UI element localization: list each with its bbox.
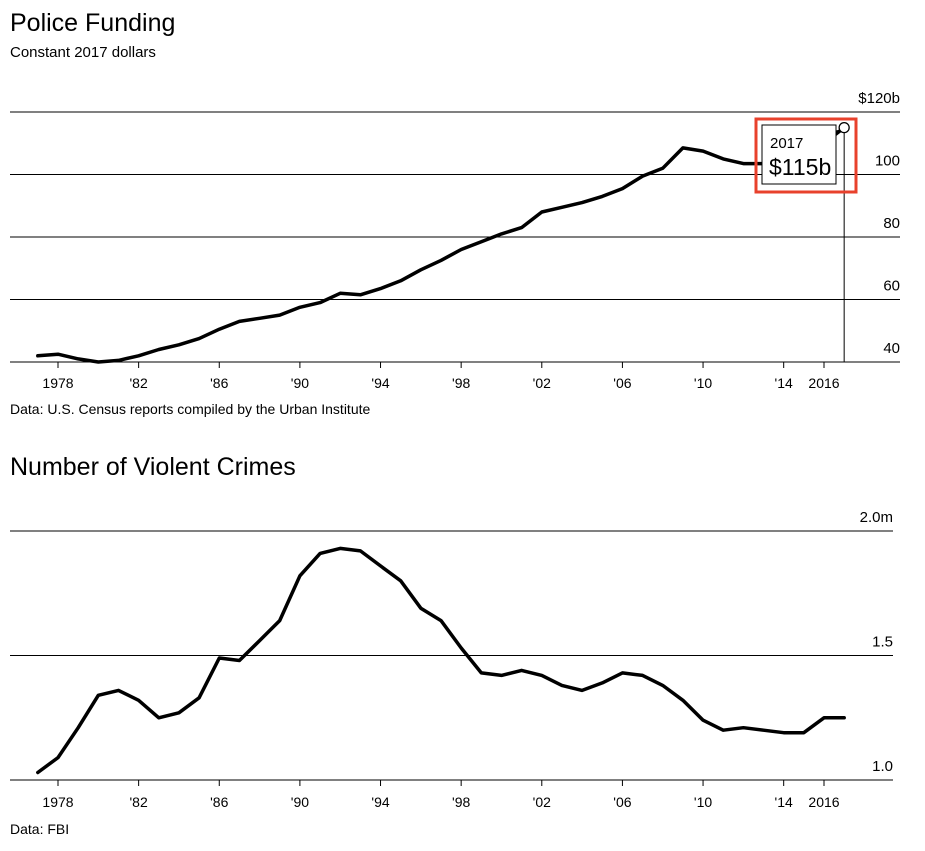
chart-1-y-tick-label: 60: [883, 278, 900, 295]
chart-1-subtitle: Constant 2017 dollars: [10, 44, 156, 61]
chart-1-x-tick-label: '90: [291, 375, 309, 391]
callout-value-label: $115b: [769, 154, 831, 180]
chart-1-x-tick-label: '02: [533, 375, 551, 391]
chart-1-x-tick-label: '14: [775, 375, 793, 391]
chart-1-x-tick-label: '06: [613, 375, 631, 391]
chart-1-x-tick-label: 1978: [42, 375, 73, 391]
chart-2-source: Data: FBI: [10, 821, 70, 837]
chart-1-x-tick-label: '10: [694, 375, 712, 391]
callout-marker: [838, 121, 850, 134]
chart-2-x-tick-label: '02: [533, 794, 551, 810]
chart-2-title: Number of Violent Crimes: [10, 453, 296, 481]
chart-1-series-line: [36, 125, 846, 364]
chart-1-y-tick-label: $120b: [858, 90, 900, 107]
chart-1-x-tick-label: '82: [130, 375, 148, 391]
chart-2-y-tick-label: 1.0: [872, 758, 893, 775]
callout-highlight-box: [754, 117, 858, 194]
chart-1-y-tick-label: 40: [883, 340, 900, 357]
chart-1-x-tick-label: '98: [452, 375, 470, 391]
chart-1-x-tick-label: '94: [371, 375, 389, 391]
callout-box: [761, 124, 837, 185]
chart-1-source: Data: U.S. Census reports compiled by th…: [10, 401, 371, 417]
chart-2-x-tick-label: '14: [775, 794, 793, 810]
chart-2-x-tick-label: '86: [210, 794, 228, 810]
chart-1-y-tick-label: 80: [883, 215, 900, 232]
chart-2-series-line: [36, 546, 846, 775]
chart-1-y-tick-label: 100: [875, 153, 900, 170]
chart-1-title: Police Funding: [10, 9, 176, 37]
chart-2-y-tick-label: 1.5: [872, 634, 893, 651]
chart-2-x-tick-label: 1978: [42, 794, 73, 810]
chart-2-x-tick-label: '82: [130, 794, 148, 810]
chart-2-x-tick-label: 2016: [808, 794, 839, 810]
chart-2-y-tick-label: 2.0m: [860, 509, 893, 526]
chart-2-x-tick-label: '10: [694, 794, 712, 810]
chart-2-x-tick-label: '90: [291, 794, 309, 810]
chart-1-x-tick-label: 2016: [808, 375, 839, 391]
chart-2-x-tick-label: '94: [371, 794, 389, 810]
chart-2-x-tick-label: '98: [452, 794, 470, 810]
callout-year-label: 2017: [770, 135, 803, 152]
chart-2-x-tick-label: '06: [613, 794, 631, 810]
chart-1-x-tick-label: '86: [210, 375, 228, 391]
